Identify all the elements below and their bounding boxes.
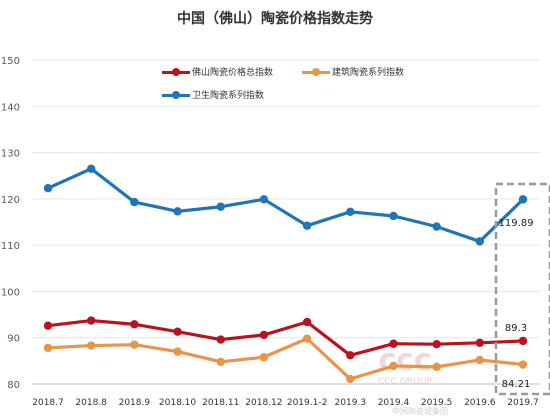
legend-item: 建筑陶瓷系列指数 [302,65,404,78]
data-point [302,317,312,327]
data-point [432,339,441,349]
y-tick-label: 150 [1,56,20,67]
x-tick-label: 2018.9 [119,398,151,408]
legend-swatch [302,67,330,77]
x-tick-label: 2019.1-2 [287,398,327,408]
data-point [389,211,398,221]
chart-legend: 佛山陶瓷价格总指数 建筑陶瓷系列指数卫生陶瓷系列指数 [162,65,482,107]
y-tick-label: 130 [1,149,20,160]
data-point [432,362,441,372]
x-tick-label: 2019.7 [507,398,539,408]
data-point [475,237,485,246]
watermark-logo: ᴄᴄᴄ [378,343,431,378]
y-tick-label: 100 [1,287,20,298]
value-annotation: 89.3 [505,323,527,334]
data-point [346,351,355,360]
x-tick-label: 2019.5 [421,398,453,408]
data-point [518,336,528,346]
data-point [43,343,53,353]
data-point [475,355,485,365]
y-axis: 80 90 100 110 120 130 140 150 [1,56,20,391]
data-point [173,207,182,216]
highlight-box [494,182,550,396]
data-point [216,202,225,211]
data-point [346,207,355,217]
series-2 [43,334,528,384]
data-point [302,334,312,343]
x-tick-label: 2018.10 [159,398,196,408]
data-point [302,221,312,230]
legend-item: 佛山陶瓷价格总指数 [162,65,273,78]
x-tick-label: 2018.7 [32,398,64,408]
x-tick-label: 2019.4 [378,398,410,408]
data-point [130,197,139,207]
data-point [86,316,96,325]
data-point [389,361,398,371]
series-line [46,337,525,381]
gridlines [32,59,540,385]
data-point [518,195,528,204]
data-point [43,321,53,330]
x-tick-label: 2019.6 [464,398,496,408]
y-tick-label: 90 [7,334,20,345]
highlight-rect [494,182,550,396]
x-tick-label: 2019.3 [335,398,367,408]
data-point [173,347,182,356]
data-point [475,338,485,348]
data-point [259,352,269,362]
chart-title: 中国（佛山）陶瓷价格指数走势 [177,11,373,27]
y-tick-label: 110 [1,241,20,252]
legend-swatch [162,90,190,100]
legend-label: 佛山陶瓷价格总指数 [192,68,274,78]
y-tick-label: 80 [7,380,20,391]
data-point [259,195,269,204]
value-annotations: 119.89 89.3 84.21 [499,218,534,390]
x-tick-label: 2018.8 [75,398,107,408]
value-annotation: 84.21 [502,379,531,390]
data-point [43,184,53,193]
legend-label: 卫生陶瓷系列指数 [192,91,265,101]
legend-swatch [162,67,190,77]
x-tick-label: 2018.11 [202,398,239,408]
x-axis: 2018.7 2018.8 2018.9 2018.10 2018.11 2018.12 2… [32,398,539,408]
data-point [130,340,139,349]
data-point [86,164,96,173]
watermark-text: 中国陶瓷城集团 [392,406,448,416]
data-point [518,360,528,369]
series-lines [43,164,528,384]
legend-item: 卫生陶瓷系列指数 [162,88,264,101]
value-annotation: 119.89 [499,218,534,229]
data-point [216,335,225,344]
data-point [259,330,269,340]
series-1 [43,316,528,360]
data-point [432,222,441,231]
data-point [389,339,398,348]
data-point [173,327,182,336]
y-tick-label: 140 [1,102,20,113]
series-3 [43,164,528,246]
data-point [86,341,96,350]
x-tick-label: 2018.12 [245,398,282,408]
y-tick-label: 120 [1,195,20,206]
data-point [130,320,139,329]
series-line [46,167,525,244]
data-point [216,357,225,366]
watermark-latin: CCC GROUP [378,377,433,387]
data-point [346,374,355,384]
series-line [46,318,525,357]
legend-label: 建筑陶瓷系列指数 [332,68,405,78]
